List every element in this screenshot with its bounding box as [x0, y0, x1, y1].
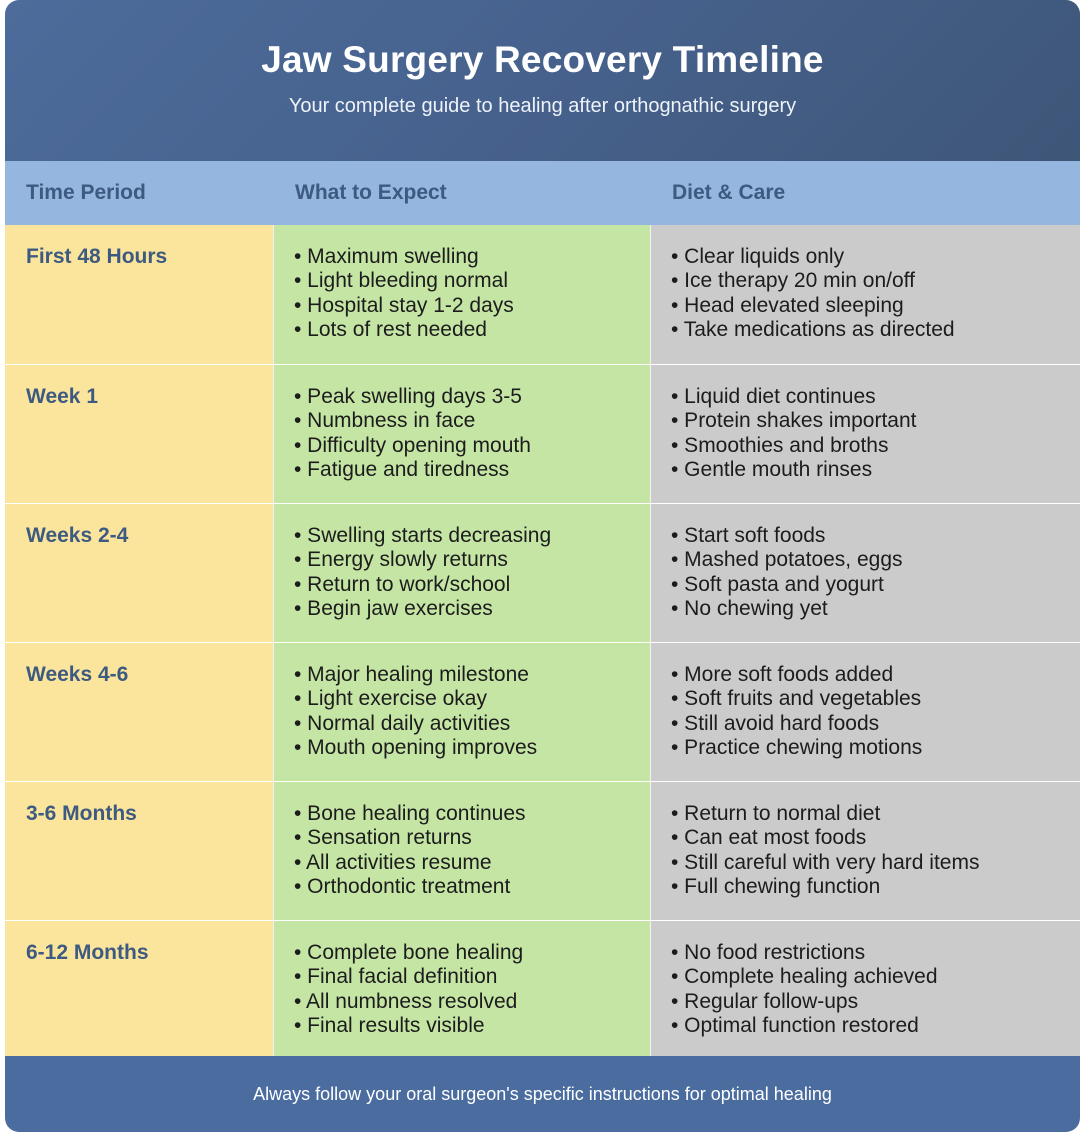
- list-item: • Practice chewing motions: [671, 735, 923, 759]
- list-item: • Regular follow-ups: [671, 989, 859, 1013]
- list-item: • Mashed potatoes, eggs: [671, 548, 903, 572]
- list-item: • Hospital stay 1-2 days: [294, 293, 514, 317]
- list-item: • Clear liquids only: [671, 245, 845, 268]
- what-to-expect-cell: • Maximum swelling • Light bleeding norm…: [274, 225, 651, 364]
- list-item: • Bone healing continues: [294, 802, 526, 825]
- list-item: • Soft pasta and yogurt: [671, 572, 884, 596]
- table-row: Weeks 4-6 • Major healing milestone • Li…: [5, 642, 1080, 781]
- list-item: • Liquid diet continues: [671, 385, 876, 408]
- diet-care-cell: • Start soft foods • Mashed potatoes, eg…: [651, 504, 1080, 642]
- list-item: • Normal daily activities: [294, 711, 511, 735]
- what-to-expect-cell: • Peak swelling days 3-5 • Numbness in f…: [274, 365, 651, 503]
- column-header-time-period: Time Period: [26, 181, 146, 204]
- list-item: • Still careful with very hard items: [671, 850, 980, 874]
- list-item: • Can eat most foods: [671, 826, 867, 850]
- list-item: • Numbness in face: [294, 409, 476, 433]
- list-item: • Mouth opening improves: [294, 735, 538, 759]
- recovery-timeline-card: Jaw Surgery Recovery Timeline Your compl…: [5, 0, 1080, 1132]
- footer-note: Always follow your oral surgeon's specif…: [253, 1083, 832, 1104]
- table-body: First 48 Hours • Maximum swelling • Ligh…: [5, 225, 1080, 1059]
- diet-care-cell: • Return to normal diet • Can eat most f…: [651, 782, 1080, 920]
- list-item: • Full chewing function: [671, 874, 881, 898]
- list-item: • No food restrictions: [671, 941, 866, 964]
- page-subtitle: Your complete guide to healing after ort…: [288, 95, 797, 117]
- list-item: • Still avoid hard foods: [671, 711, 880, 735]
- list-item: • Protein shakes important: [671, 409, 917, 433]
- list-item: • Complete bone healing: [294, 941, 524, 964]
- list-item: • Complete healing achieved: [671, 965, 938, 989]
- column-header-diet-care: Diet & Care: [672, 181, 786, 204]
- table-row: First 48 Hours • Maximum swelling • Ligh…: [5, 225, 1080, 364]
- list-item: • Maximum swelling: [294, 245, 479, 268]
- time-period-cell: 6-12 Months: [5, 921, 274, 1059]
- table-row: 6-12 Months • Complete bone healing • Fi…: [5, 920, 1080, 1059]
- table-row: 3-6 Months • Bone healing continues • Se…: [5, 781, 1080, 920]
- page-title: Jaw Surgery Recovery Timeline: [261, 39, 824, 80]
- list-item: • Major healing milestone: [294, 663, 529, 686]
- time-period-cell: 3-6 Months: [5, 782, 274, 920]
- list-item: • Light exercise okay: [294, 687, 487, 711]
- what-to-expect-cell: • Major healing milestone • Light exerci…: [274, 643, 651, 781]
- list-item: • Lots of rest needed: [294, 317, 487, 341]
- time-period-cell: Week 1: [5, 365, 274, 503]
- list-item: • Soft fruits and vegetables: [671, 687, 922, 711]
- list-item: • Head elevated sleeping: [671, 293, 904, 317]
- list-item: • Optimal function restored: [671, 1013, 919, 1037]
- list-item: • Orthodontic treatment: [294, 874, 511, 898]
- list-item: • Return to normal diet: [671, 802, 881, 825]
- list-item: • Energy slowly returns: [294, 548, 508, 572]
- table-header: Time Period What to Expect Diet & Care: [5, 161, 1080, 225]
- column-header-what-to-expect: What to Expect: [295, 181, 447, 204]
- list-item: • Light bleeding normal: [294, 269, 508, 293]
- time-period-cell: First 48 Hours: [5, 225, 274, 364]
- list-item: • Smoothies and broths: [671, 433, 889, 457]
- table-row: Week 1 • Peak swelling days 3-5 • Numbne…: [5, 364, 1080, 503]
- diet-care-cell: • No food restrictions • Complete healin…: [651, 921, 1080, 1059]
- diet-care-cell: • Liquid diet continues • Protein shakes…: [651, 365, 1080, 503]
- time-period-cell: Weeks 4-6: [5, 643, 274, 781]
- list-item: • Fatigue and tiredness: [294, 457, 510, 481]
- list-item: • More soft foods added: [671, 663, 894, 686]
- list-item: • Final facial definition: [294, 965, 498, 989]
- list-item: • Begin jaw exercises: [294, 596, 493, 620]
- list-item: • All activities resume: [294, 850, 492, 874]
- header-banner: Jaw Surgery Recovery Timeline Your compl…: [5, 0, 1080, 161]
- list-item: • Ice therapy 20 min on/off: [671, 269, 915, 293]
- list-item: • Peak swelling days 3-5: [294, 385, 522, 408]
- list-item: • Swelling starts decreasing: [294, 524, 552, 547]
- diet-care-cell: • More soft foods added • Soft fruits an…: [651, 643, 1080, 781]
- list-item: • Final results visible: [294, 1013, 485, 1037]
- list-item: • All numbness resolved: [294, 989, 518, 1013]
- what-to-expect-cell: • Complete bone healing • Final facial d…: [274, 921, 651, 1059]
- list-item: • Take medications as directed: [671, 317, 955, 341]
- what-to-expect-cell: • Swelling starts decreasing • Energy sl…: [274, 504, 651, 642]
- time-period-cell: Weeks 2-4: [5, 504, 274, 642]
- list-item: • Difficulty opening mouth: [294, 433, 531, 457]
- what-to-expect-cell: • Bone healing continues • Sensation ret…: [274, 782, 651, 920]
- footer-note-bar: Always follow your oral surgeon's specif…: [5, 1056, 1080, 1132]
- list-item: • No chewing yet: [671, 596, 828, 620]
- table-row: Weeks 2-4 • Swelling starts decreasing •…: [5, 503, 1080, 642]
- list-item: • Gentle mouth rinses: [671, 457, 873, 481]
- list-item: • Start soft foods: [671, 524, 826, 547]
- list-item: • Sensation returns: [294, 826, 472, 850]
- diet-care-cell: • Clear liquids only • Ice therapy 20 mi…: [651, 225, 1080, 364]
- list-item: • Return to work/school: [294, 572, 511, 596]
